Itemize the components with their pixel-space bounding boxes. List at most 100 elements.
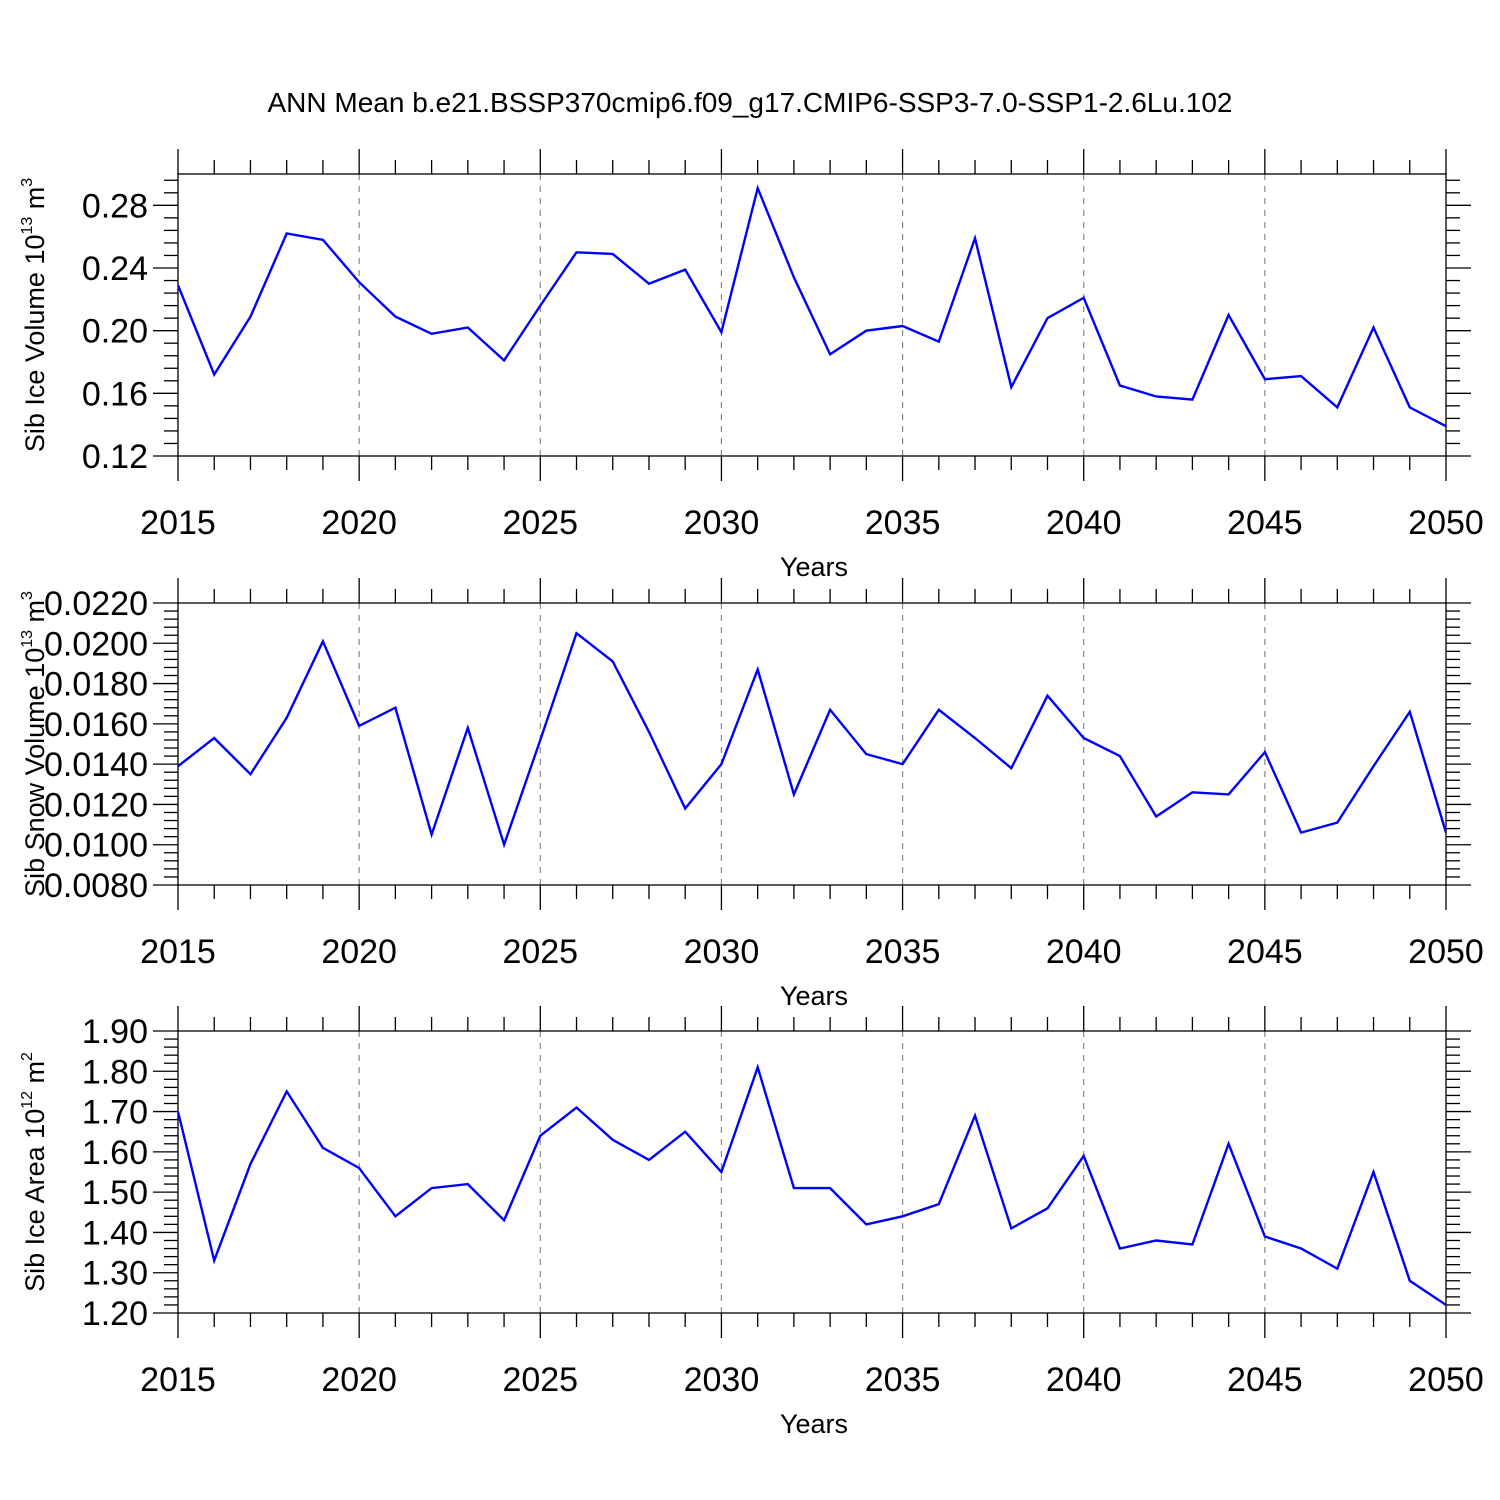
- x-tick-label: 2015: [140, 1361, 216, 1399]
- data-point: [1082, 296, 1086, 300]
- data-point: [1118, 1247, 1122, 1251]
- data-point: [1009, 766, 1013, 770]
- x-tick-label: 2050: [1408, 1361, 1484, 1399]
- data-point: [393, 315, 397, 319]
- data-point: [575, 250, 579, 254]
- y-tick-label: 0.12: [82, 438, 148, 476]
- x-tick-label: 2020: [321, 933, 397, 971]
- y-axis-title-exponent: 13: [19, 217, 36, 235]
- data-point: [393, 1214, 397, 1218]
- x-tick-label: 2045: [1227, 504, 1303, 542]
- x-tick-label: 2040: [1046, 933, 1122, 971]
- data-point: [719, 1170, 723, 1174]
- data-point: [466, 326, 470, 330]
- data-point: [1154, 815, 1158, 819]
- y-tick-label: 1.40: [82, 1214, 148, 1252]
- data-point: [611, 659, 615, 663]
- data-point: [792, 275, 796, 279]
- data-point: [321, 639, 325, 643]
- y-axis-title-main: Sib Snow Volume 10: [20, 648, 50, 897]
- plot-frame: [177, 173, 1447, 457]
- x-tick-label: 2015: [140, 933, 216, 971]
- data-point: [1408, 405, 1412, 409]
- data-point: [973, 236, 977, 240]
- data-point: [538, 738, 542, 742]
- y-tick-label: 0.0160: [44, 706, 148, 744]
- data-point: [212, 736, 216, 740]
- data-point: [611, 252, 615, 256]
- data-point: [176, 283, 180, 287]
- data-point: [466, 1182, 470, 1186]
- x-tick-label: 2035: [865, 504, 941, 542]
- data-point: [756, 186, 760, 190]
- y-tick-label: 0.0200: [44, 625, 148, 663]
- y-tick-label: 0.0120: [44, 786, 148, 824]
- y-axis-title: Sib Snow Volume 1013 m3: [19, 591, 50, 897]
- data-point: [1190, 398, 1194, 402]
- plot-frame: [177, 1030, 1447, 1314]
- data-point: [973, 1114, 977, 1118]
- data-point: [1082, 1154, 1086, 1158]
- y-tick-label: 1.30: [82, 1255, 148, 1293]
- data-point: [285, 1089, 289, 1093]
- data-point: [1335, 821, 1339, 825]
- x-tick-label: 2030: [684, 1361, 760, 1399]
- x-tick-label: 2040: [1046, 504, 1122, 542]
- x-tick-label: 2025: [502, 1361, 578, 1399]
- x-axis-title: Years: [780, 981, 848, 1011]
- data-point: [901, 324, 905, 328]
- data-point: [176, 764, 180, 768]
- data-point: [1299, 831, 1303, 835]
- y-axis-title-main: Sib Ice Volume 10: [20, 235, 50, 453]
- data-point: [1154, 1238, 1158, 1242]
- data-point: [683, 1130, 687, 1134]
- x-axis-title: Years: [780, 1409, 848, 1439]
- data-point: [430, 833, 434, 837]
- y-tick-label: 1.90: [82, 1013, 148, 1051]
- data-point: [1372, 1170, 1376, 1174]
- data-point: [864, 329, 868, 333]
- data-point: [1444, 424, 1448, 428]
- y-tick-label: 1.70: [82, 1094, 148, 1132]
- y-axis-title-unit: m: [20, 187, 50, 217]
- data-point: [1118, 754, 1122, 758]
- data-point: [1444, 1303, 1448, 1307]
- x-axis-title: Years: [780, 552, 848, 582]
- data-point: [1045, 316, 1049, 320]
- data-point: [357, 280, 361, 284]
- y-tick-label: 0.20: [82, 313, 148, 351]
- data-point: [1372, 326, 1376, 330]
- data-point: [1045, 694, 1049, 698]
- data-point: [647, 282, 651, 286]
- data-point: [321, 238, 325, 242]
- x-tick-label: 2025: [502, 933, 578, 971]
- data-point: [1335, 1267, 1339, 1271]
- y-tick-label: 1.80: [82, 1053, 148, 1091]
- y-axis-title-unit: m: [20, 1061, 50, 1091]
- x-tick-label: 2040: [1046, 1361, 1122, 1399]
- y-tick-label: 0.28: [82, 187, 148, 225]
- data-point: [466, 726, 470, 730]
- data-point: [864, 752, 868, 756]
- data-point: [1335, 405, 1339, 409]
- x-tick-label: 2025: [502, 504, 578, 542]
- data-point: [1408, 710, 1412, 714]
- series-line: [178, 184, 1446, 428]
- x-tick-label: 2015: [140, 504, 216, 542]
- data-point: [393, 706, 397, 710]
- y-tick-label: 0.0100: [44, 827, 148, 865]
- data-point: [937, 1202, 941, 1206]
- data-point: [575, 1106, 579, 1110]
- y-tick-label: 0.0080: [44, 867, 148, 905]
- data-point: [901, 762, 905, 766]
- data-point: [502, 358, 506, 362]
- data-point: [430, 332, 434, 336]
- data-point: [1118, 384, 1122, 388]
- chart-title: ANN Mean b.e21.BSSP370cmip6.f09_g17.CMIP…: [267, 87, 1232, 118]
- data-point: [1263, 377, 1267, 381]
- data-point: [538, 1134, 542, 1138]
- data-point: [828, 708, 832, 712]
- data-point: [828, 352, 832, 356]
- y-tick-label: 0.24: [82, 250, 148, 288]
